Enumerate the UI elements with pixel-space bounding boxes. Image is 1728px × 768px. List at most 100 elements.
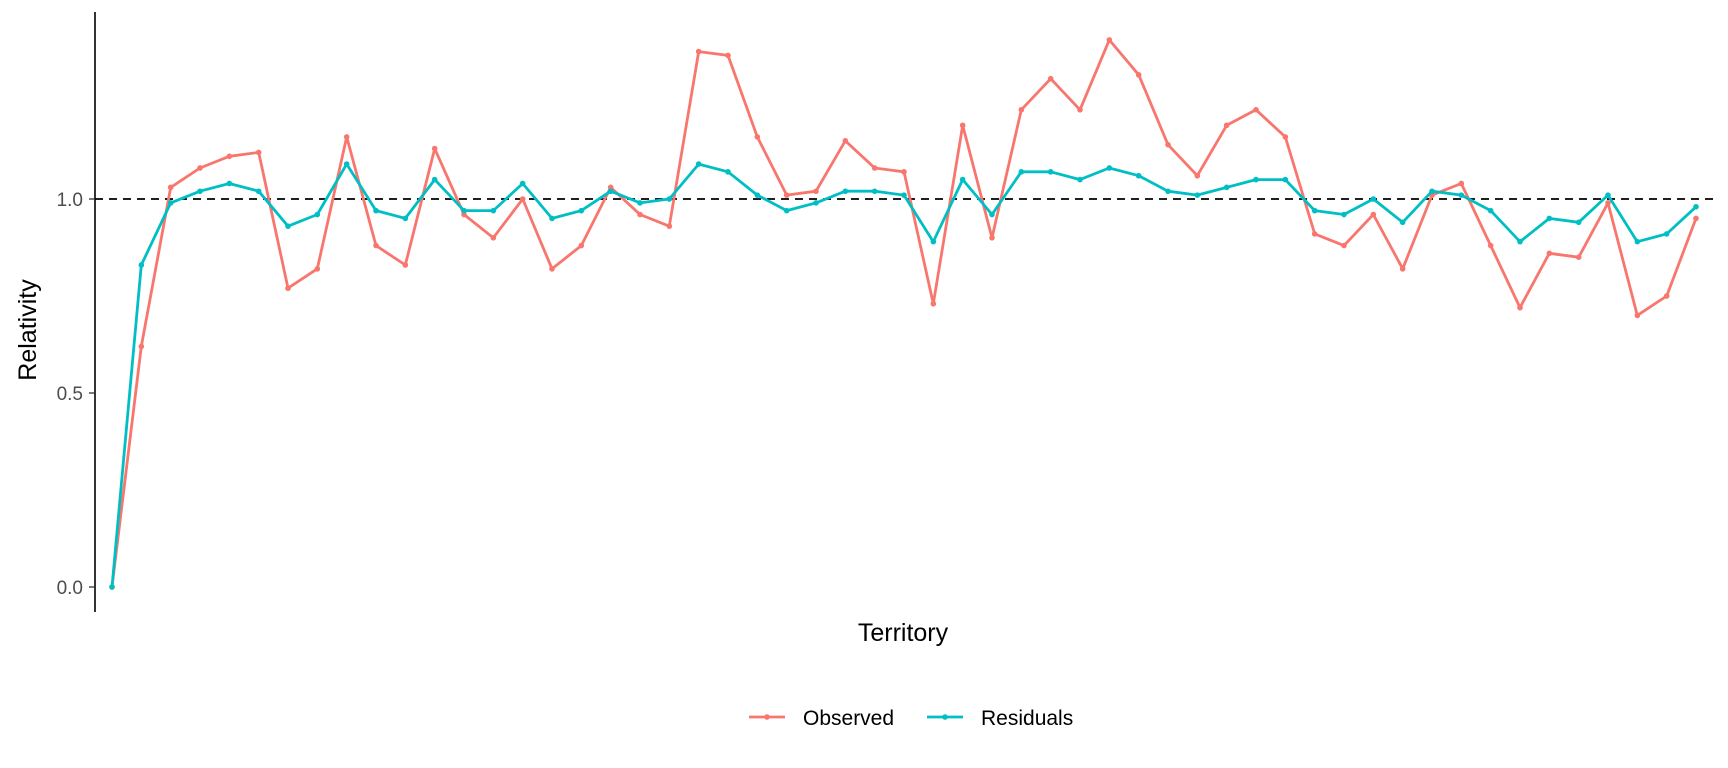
y-axis-title: Relativity (14, 279, 42, 381)
data-point (1253, 176, 1259, 183)
data-point (1253, 106, 1259, 113)
data-point (1341, 242, 1347, 249)
data-point (725, 52, 731, 59)
x-axis-title: Territory (858, 619, 949, 647)
data-point (1634, 312, 1641, 319)
data-point (989, 235, 995, 241)
data-point (695, 161, 702, 167)
data-point (343, 134, 350, 140)
data-point (1341, 211, 1347, 218)
data-point (285, 285, 291, 292)
data-point (1194, 172, 1201, 179)
data-point (197, 188, 203, 195)
data-point (1487, 242, 1494, 249)
data-point (255, 149, 262, 156)
data-point (1693, 215, 1699, 222)
data-point (490, 207, 497, 214)
data-point (431, 145, 438, 152)
data-point (1282, 176, 1289, 183)
data-point (1487, 207, 1494, 214)
data-point (431, 176, 438, 183)
data-point (1458, 192, 1465, 198)
data-point (1546, 215, 1553, 222)
legend-label: Residuals (981, 707, 1073, 730)
data-point (1077, 106, 1083, 113)
data-point (901, 169, 907, 175)
data-point (813, 200, 819, 206)
data-point (1663, 231, 1670, 237)
data-point (1429, 188, 1435, 195)
data-point (871, 188, 878, 195)
data-point (402, 262, 409, 268)
data-point (109, 584, 115, 590)
data-point (1165, 141, 1171, 148)
legend-key-point (942, 714, 948, 720)
data-point (1575, 219, 1582, 226)
data-point (519, 196, 526, 202)
data-point (1575, 254, 1582, 260)
data-point (1077, 176, 1083, 183)
data-point (138, 262, 145, 268)
data-point (461, 207, 467, 214)
y-axis: 0.0 0.5 1.0 (57, 12, 96, 612)
data-point (373, 207, 379, 214)
y-tick-label: 0.5 (57, 384, 83, 405)
data-point (138, 343, 145, 350)
data-point (1546, 250, 1553, 257)
data-point (901, 192, 907, 198)
data-point (725, 169, 731, 175)
data-point (1223, 184, 1230, 191)
data-point (959, 176, 966, 183)
data-point (813, 188, 819, 195)
y-tick-label: 0.0 (57, 578, 83, 599)
data-point (1106, 165, 1113, 171)
data-point (1282, 134, 1289, 140)
data-point (1018, 169, 1025, 175)
data-point (1370, 211, 1377, 218)
data-point (695, 48, 702, 55)
data-point (519, 180, 526, 187)
legend-label: Observed (803, 707, 894, 730)
data-point (754, 134, 761, 140)
data-point (754, 192, 761, 198)
data-point (1223, 122, 1230, 129)
data-point (1135, 72, 1142, 78)
data-point (549, 215, 555, 222)
legend-item-observed: Observed (749, 707, 894, 730)
data-point (197, 165, 203, 171)
data-point (1047, 169, 1054, 175)
data-point (490, 235, 497, 241)
data-point (1047, 75, 1054, 82)
data-point (930, 238, 937, 245)
data-point (1165, 188, 1171, 195)
series-residuals (109, 161, 1699, 590)
data-point (1605, 200, 1611, 206)
data-point (842, 138, 849, 144)
legend: Observed Residuals (749, 707, 1073, 730)
data-point (637, 200, 643, 206)
data-point (226, 180, 233, 187)
data-point (373, 242, 379, 249)
data-point (226, 153, 233, 160)
data-point (783, 192, 790, 198)
data-point (1135, 172, 1142, 179)
data-point (1370, 196, 1377, 202)
data-point (1663, 293, 1670, 299)
data-point (1399, 266, 1406, 272)
data-point (285, 223, 291, 229)
data-point (255, 188, 262, 195)
series-line-observed (110, 38, 1698, 589)
legend-key-point (764, 714, 770, 720)
plot-area (95, 37, 1715, 590)
data-point (959, 122, 966, 129)
data-point (666, 223, 673, 229)
data-point (461, 211, 467, 218)
data-point (1693, 203, 1699, 210)
data-point (666, 196, 673, 202)
data-point (1517, 304, 1523, 311)
data-point (1634, 238, 1641, 245)
data-point (1517, 238, 1523, 245)
data-point (1194, 192, 1201, 198)
y-tick-label: 1.0 (57, 190, 83, 211)
